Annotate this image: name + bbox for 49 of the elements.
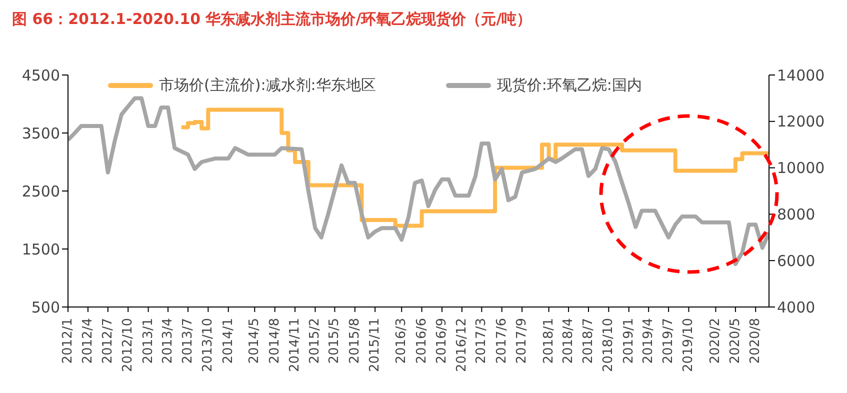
x-tick-label: 2014/8 <box>267 318 282 364</box>
y2-tick-label: 6000 <box>777 252 816 270</box>
x-tick-label: 2013/7 <box>180 318 196 364</box>
x-tick-label: 2014/5 <box>247 318 262 364</box>
x-tick-label: 2019/4 <box>641 318 656 364</box>
y2-tick-label: 12000 <box>777 112 825 131</box>
x-tick-label: 2018/4 <box>561 318 576 364</box>
legend-label: 市场价(主流价):减水剂:华东地区 <box>159 76 376 95</box>
x-tick-label: 2016/12 <box>454 318 470 372</box>
x-tick-label: 2020/2 <box>708 318 724 364</box>
x-tick-label: 2014/1 <box>220 318 236 364</box>
x-tick-label: 2016/3 <box>394 318 410 364</box>
x-tick-label: 2013/4 <box>160 318 176 364</box>
x-tick-label: 2016/9 <box>434 318 450 364</box>
x-tick-label: 2018/10 <box>601 318 616 372</box>
x-tick-label: 2013/1 <box>140 318 156 364</box>
line-series <box>68 96 769 266</box>
y-tick-label: 3500 <box>22 124 60 142</box>
x-tick-label: 2019/7 <box>661 318 676 364</box>
y-tick-label: 2500 <box>22 182 60 200</box>
x-tick-label: 2019/10 <box>681 318 696 372</box>
y-tick-label: 500 <box>31 298 60 316</box>
y2-tick-label: 4000 <box>777 298 816 316</box>
y-tick-label: 1500 <box>22 240 60 258</box>
x-tick-label: 2012/4 <box>80 318 96 364</box>
x-tick-label: 2020/5 <box>728 318 743 364</box>
x-tick-label: 2018/7 <box>580 318 596 364</box>
y-tick-label: 4500 <box>22 66 60 84</box>
x-tick-label: 2015/8 <box>347 318 362 364</box>
x-tick-label: 2015/2 <box>308 318 323 364</box>
x-tick-label: 2015/5 <box>327 318 342 364</box>
x-tick-label: 2012/7 <box>100 318 116 364</box>
x-tick-label: 2020/8 <box>748 318 764 364</box>
y2-tick-label: 14000 <box>777 66 825 84</box>
x-tick-label: 2012/10 <box>120 318 136 372</box>
x-tick-label: 2017/3 <box>474 318 490 364</box>
chart-title: 图 66：2012.1-2020.10 华东减水剂主流市场价/环氧乙烷现货价（元/吨） <box>11 9 533 30</box>
x-tick-label: 2012/1 <box>60 318 76 364</box>
x-tick-label: 2017/6 <box>494 318 510 364</box>
x-tick-label: 2016/6 <box>414 318 430 364</box>
y2-tick-label: 8000 <box>777 206 816 224</box>
x-tick-label: 2017/9 <box>514 318 530 364</box>
x-tick-label: 2014/11 <box>288 318 303 372</box>
y2-tick-label: 10000 <box>777 159 825 178</box>
x-tick-label: 2018/1 <box>541 318 556 364</box>
x-tick-label: 2015/11 <box>368 318 383 372</box>
x-tick-label: 2013/10 <box>200 318 216 372</box>
legend-label: 现货价:环氧乙烷:国内 <box>496 76 642 95</box>
x-tick-label: 2019/1 <box>621 318 636 364</box>
